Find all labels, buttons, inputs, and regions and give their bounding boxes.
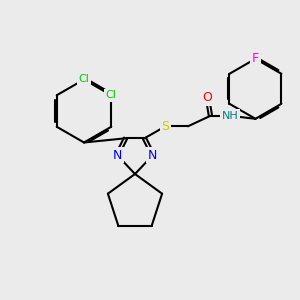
Text: Cl: Cl [79, 74, 89, 85]
Text: NH: NH [222, 111, 238, 121]
Text: F: F [252, 52, 259, 65]
Text: O: O [202, 91, 212, 104]
Text: S: S [161, 120, 169, 133]
Text: N: N [112, 148, 122, 162]
Text: Cl: Cl [106, 90, 117, 100]
Text: N: N [148, 148, 158, 162]
